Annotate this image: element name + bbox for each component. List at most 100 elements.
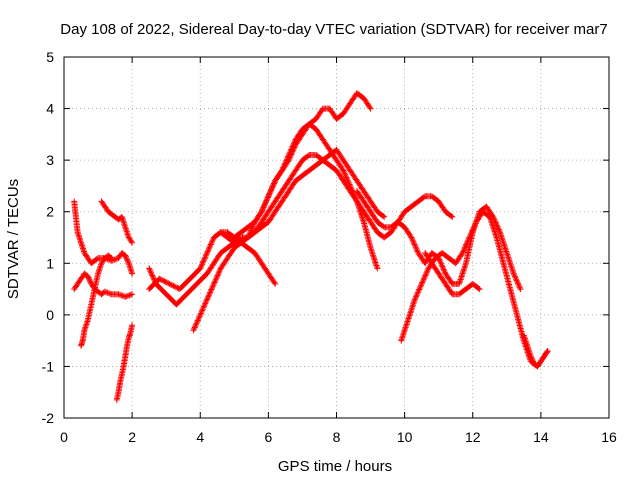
data-point [199, 314, 201, 316]
data-point [322, 159, 324, 161]
data-point [117, 391, 120, 393]
data-point [342, 169, 344, 172]
data-point [513, 273, 515, 275]
data-point [75, 216, 77, 218]
data-point [376, 211, 378, 213]
data-point [461, 252, 464, 254]
data-point [451, 293, 453, 295]
data-point [131, 273, 133, 275]
data-point [260, 211, 263, 213]
series-arc-10 [217, 229, 279, 287]
data-point [414, 298, 416, 300]
data-point [533, 363, 535, 365]
data-point [131, 324, 133, 326]
data-point [121, 252, 123, 254]
data-point [131, 293, 133, 295]
data-point [128, 236, 130, 239]
data-point [329, 154, 331, 156]
data-point [254, 231, 256, 233]
data-point [315, 128, 317, 130]
data-point [356, 190, 358, 192]
data-point [478, 211, 481, 213]
data-point [363, 97, 365, 99]
grid-lines [64, 57, 609, 418]
data-point [104, 257, 106, 259]
data-point [478, 288, 481, 290]
x-tick-label: 0 [60, 429, 68, 445]
data-point [410, 205, 413, 208]
data-point [213, 283, 215, 285]
series-arc-4 [98, 198, 136, 246]
data-point [128, 262, 130, 264]
data-point [499, 231, 501, 233]
data-point [295, 138, 297, 141]
data-point [547, 350, 549, 352]
data-point [438, 257, 440, 259]
data-point [400, 340, 402, 342]
data-point [116, 399, 118, 401]
data-point [100, 293, 103, 295]
data-point [410, 236, 413, 239]
data-point [519, 288, 522, 290]
data-point [97, 273, 99, 275]
data-point [260, 262, 263, 264]
data-point [226, 247, 229, 249]
x-tick-label: 8 [333, 429, 341, 445]
data-point [206, 252, 208, 254]
data-point [189, 278, 191, 280]
data-point [111, 257, 113, 259]
data-point [87, 319, 89, 321]
data-point [308, 154, 310, 156]
data-point [424, 195, 426, 197]
data-point [240, 231, 242, 233]
data-point [274, 200, 276, 202]
series-markers [146, 146, 388, 308]
data-point [124, 254, 126, 257]
data-point [509, 288, 511, 290]
data-point [301, 175, 304, 177]
y-tick-label: 4 [46, 101, 54, 117]
data-point [94, 288, 96, 290]
data-point [119, 381, 121, 383]
data-point [458, 283, 460, 285]
data-point [90, 262, 92, 264]
data-point [424, 252, 426, 254]
data-point [267, 273, 269, 275]
data-point [383, 226, 385, 228]
data-point [431, 262, 433, 264]
data-point [87, 257, 89, 259]
data-point [192, 329, 195, 331]
data-point [472, 283, 474, 285]
data-point [356, 180, 358, 182]
data-point [206, 298, 208, 300]
data-point [288, 190, 290, 192]
data-point [444, 273, 447, 275]
data-point [233, 242, 235, 244]
data-point [83, 329, 86, 331]
data-point [530, 355, 532, 357]
data-point [281, 169, 283, 172]
data-point [455, 262, 457, 264]
data-point [104, 291, 106, 293]
data-point [376, 267, 378, 270]
data-point [260, 221, 263, 223]
data-point [369, 200, 372, 202]
x-tick-label: 4 [196, 429, 204, 445]
data-point [444, 211, 447, 213]
y-tick-label: 1 [46, 255, 54, 271]
data-point [363, 190, 365, 192]
data-point [267, 211, 269, 213]
data-point [295, 180, 297, 182]
data-point [322, 138, 324, 141]
data-point [427, 267, 430, 270]
data-point [175, 303, 178, 306]
data-point [100, 200, 103, 202]
y-axis-label: SDTVAR / TECUs [5, 179, 22, 299]
data-point [274, 283, 276, 285]
data-point [431, 195, 433, 197]
data-point [199, 267, 201, 270]
y-tick-label: 3 [46, 152, 54, 168]
data-point [80, 242, 82, 244]
chart-title: Day 108 of 2022, Sidereal Day-to-day VTE… [60, 21, 607, 38]
